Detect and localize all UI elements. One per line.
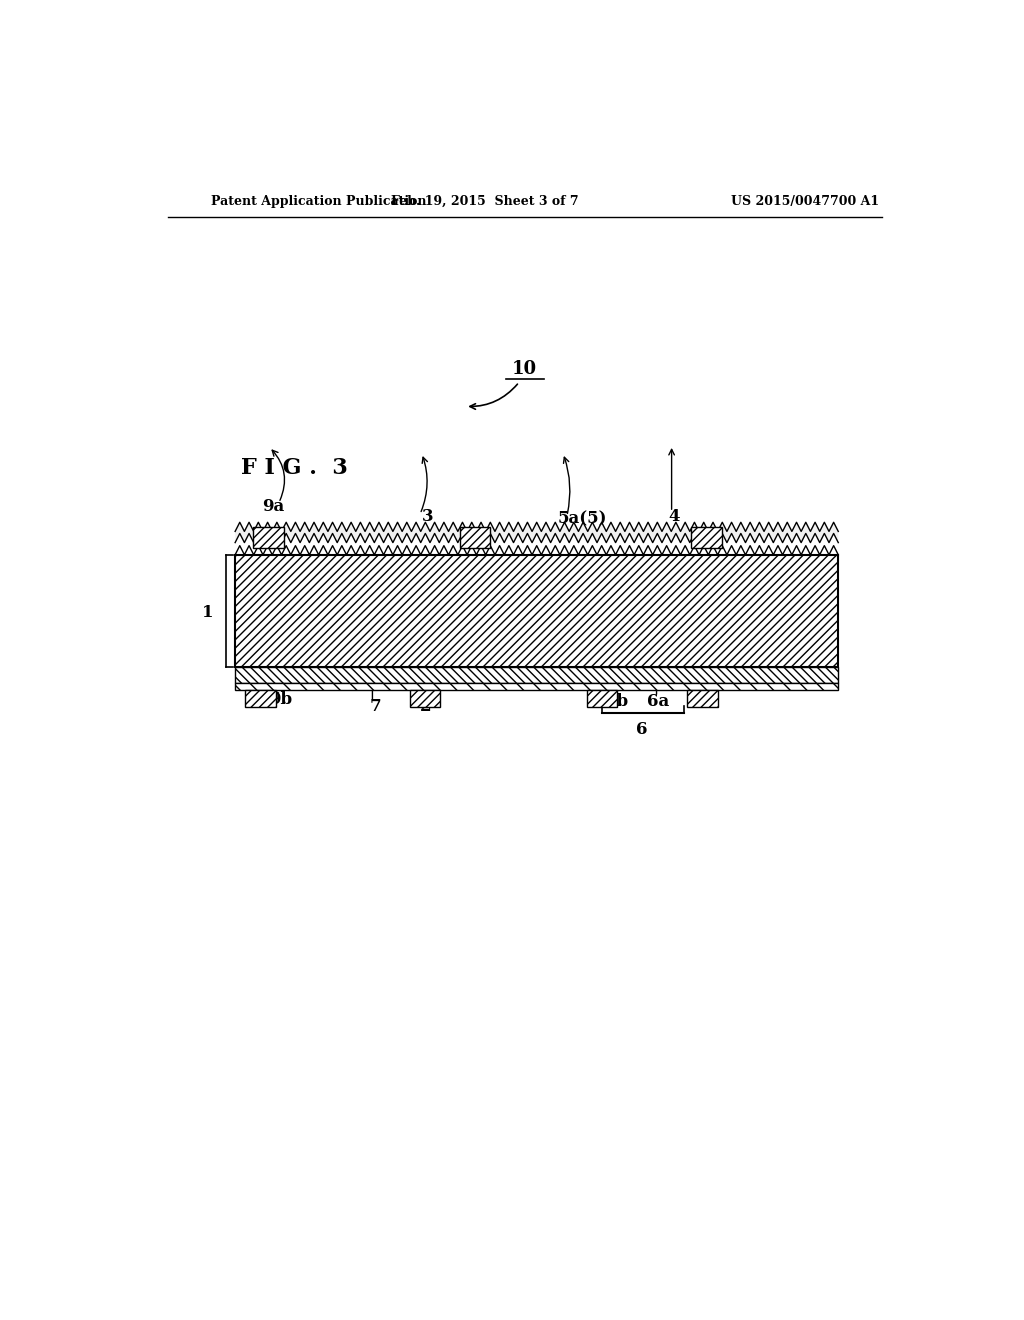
Text: F I G .  3: F I G . 3 xyxy=(242,458,348,479)
Bar xyxy=(236,554,839,667)
Bar xyxy=(460,528,489,548)
Text: 9b: 9b xyxy=(269,690,292,708)
Bar xyxy=(236,554,839,667)
Bar xyxy=(236,682,839,690)
Polygon shape xyxy=(236,523,839,543)
Text: 7: 7 xyxy=(370,698,381,714)
Bar xyxy=(587,690,616,708)
Bar xyxy=(691,528,722,548)
Text: 5a(5): 5a(5) xyxy=(557,511,606,528)
Text: Patent Application Publication: Patent Application Publication xyxy=(211,194,427,207)
Text: 6b: 6b xyxy=(605,693,629,710)
Text: US 2015/0047700 A1: US 2015/0047700 A1 xyxy=(731,194,880,207)
Text: 3: 3 xyxy=(422,508,434,524)
Bar xyxy=(410,690,440,708)
Text: 4: 4 xyxy=(669,508,680,524)
Text: 9a: 9a xyxy=(262,498,285,515)
Text: 6a: 6a xyxy=(647,693,670,710)
Bar xyxy=(246,690,275,708)
Text: 10: 10 xyxy=(512,360,538,378)
Text: 2: 2 xyxy=(420,698,431,714)
Text: Feb. 19, 2015  Sheet 3 of 7: Feb. 19, 2015 Sheet 3 of 7 xyxy=(391,194,579,207)
Text: 1: 1 xyxy=(202,605,213,622)
Bar xyxy=(236,667,839,682)
Bar xyxy=(687,690,718,708)
Bar xyxy=(253,528,284,548)
Text: 6: 6 xyxy=(636,721,647,738)
Polygon shape xyxy=(236,533,839,554)
